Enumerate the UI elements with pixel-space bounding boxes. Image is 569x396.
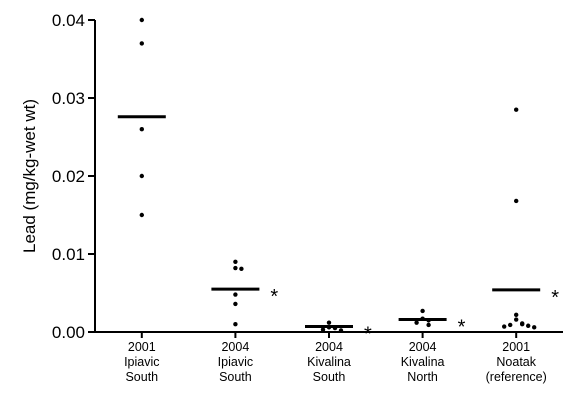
group-4: * [492, 107, 559, 330]
x-category-label-sub: North [407, 370, 438, 384]
x-category-label-sub: South [125, 370, 158, 384]
data-point [326, 320, 332, 325]
data-point [532, 325, 537, 330]
x-category-label-sub: South [313, 370, 346, 384]
group-3: * [398, 308, 466, 339]
y-tick-label: 0.01 [52, 245, 85, 264]
data-point [514, 312, 519, 318]
x-category-label-name: Noatak [496, 355, 536, 369]
y-axis: 0.00 0.01 0.02 0.03 0.04 [52, 11, 96, 342]
data-point [520, 322, 525, 327]
data-point [233, 265, 238, 271]
data-point [233, 301, 238, 307]
data-point [139, 212, 144, 218]
significance-asterisk: * [364, 324, 372, 346]
significance-asterisk: * [551, 287, 559, 309]
data-groups: * * * * [117, 17, 559, 346]
data-point [426, 322, 431, 328]
x-category-label-year: 2004 [221, 340, 249, 354]
data-point [139, 17, 144, 23]
data-point [508, 322, 513, 328]
x-category-label-year: 2004 [315, 340, 343, 354]
group-1: * [211, 259, 278, 327]
data-point [139, 127, 144, 132]
data-point [320, 327, 326, 332]
y-axis-title: Lead (mg/kg-wet wt) [20, 99, 39, 253]
data-point [514, 198, 519, 204]
x-category-label-year: 2004 [409, 340, 437, 354]
y-tick-label: 0.00 [52, 323, 85, 342]
data-point [338, 328, 344, 333]
x-category-label-name: Kivalina [401, 355, 445, 369]
x-category-label-name: Ipiavic [124, 355, 159, 369]
data-point [514, 107, 519, 112]
x-category-label-name: Kivalina [307, 355, 351, 369]
significance-asterisk: * [458, 317, 466, 339]
data-point [233, 322, 238, 327]
x-category-label-year: 2001 [128, 340, 156, 354]
data-point [233, 259, 238, 264]
significance-asterisk: * [270, 286, 278, 308]
data-point [420, 308, 425, 314]
data-point [139, 41, 144, 46]
x-category-label-year: 2001 [502, 340, 530, 354]
data-point [514, 317, 519, 322]
x-category-label-sub: South [219, 370, 252, 384]
group-2: * [305, 320, 372, 346]
data-point [414, 320, 419, 325]
y-tick-label: 0.02 [52, 167, 85, 186]
group-0 [117, 17, 166, 218]
y-tick-label: 0.03 [52, 89, 85, 108]
data-point [139, 173, 144, 179]
data-point [233, 292, 238, 297]
x-category-label-sub: (reference) [486, 370, 547, 384]
x-axis: 2001IpiavicSouth2004IpiavicSouth2004Kiva… [95, 331, 563, 384]
data-point [502, 324, 507, 329]
data-point [526, 323, 531, 328]
x-category-label-name: Ipiavic [218, 355, 253, 369]
data-point [239, 266, 244, 272]
y-tick-label: 0.04 [52, 11, 85, 30]
